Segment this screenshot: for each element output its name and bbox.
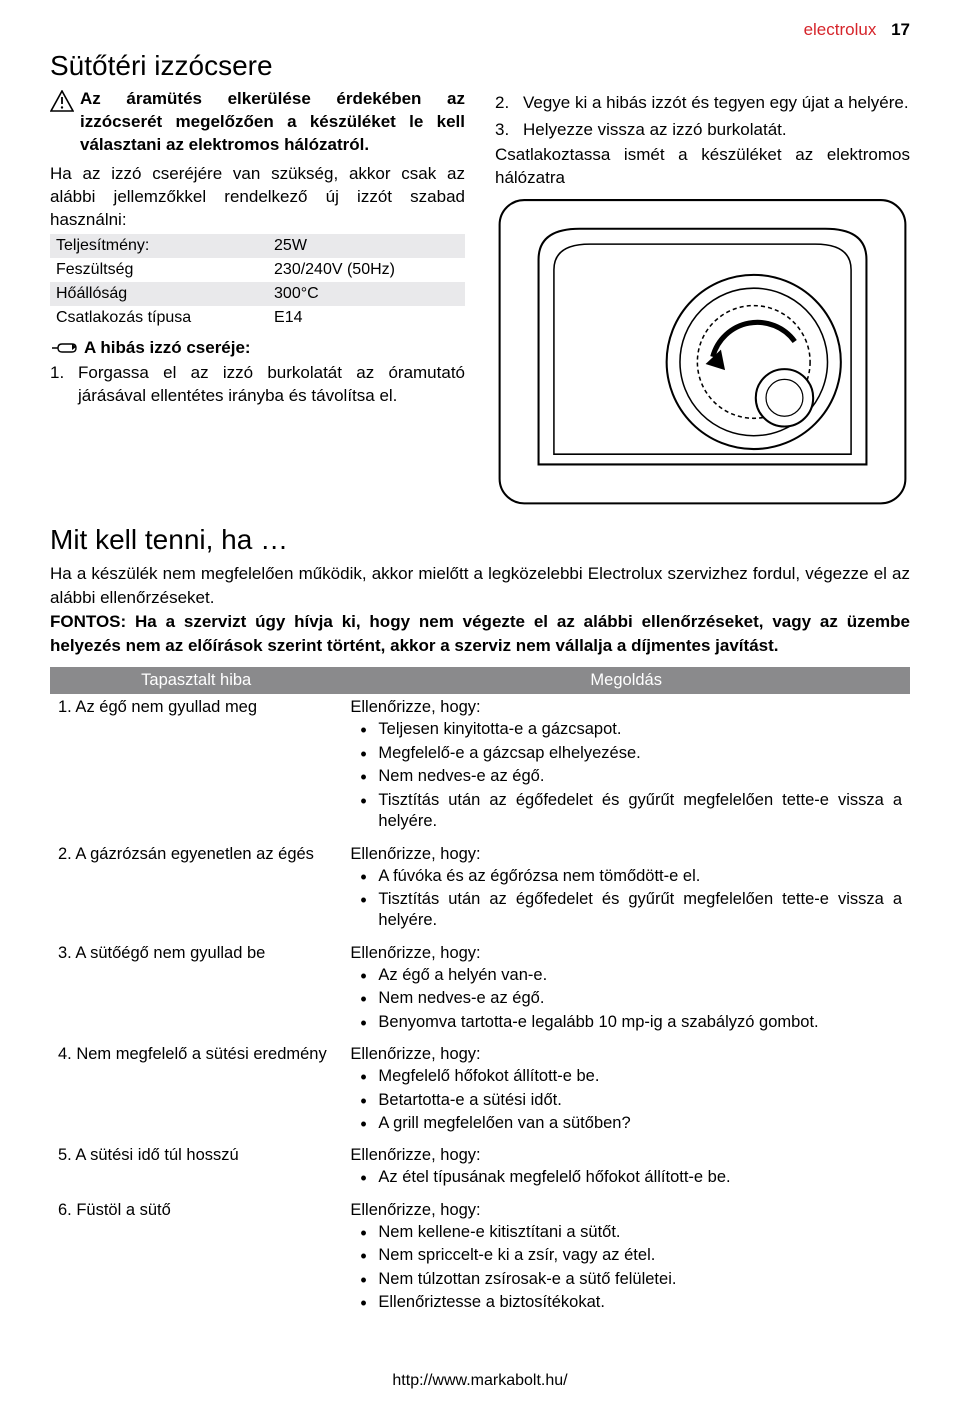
- warning-text: Az áramütés elkerülése érdekében az izzó…: [80, 88, 465, 157]
- list-item: Benyomva tartotta-e legalább 10 mp-ig a …: [378, 1012, 902, 1033]
- intro-text: Ha az izzó cseréjére van szükség, akkor …: [50, 163, 465, 232]
- table-row: Hőállóság 300°C: [50, 282, 465, 306]
- subheading-text: A hibás izzó cseréje:: [84, 338, 251, 358]
- solution-list: Az égő a helyén van-e.Nem nedves-e az ég…: [350, 965, 902, 1033]
- table-row: Teljesítmény: 25W: [50, 234, 465, 258]
- list-item: Nem nedves-e az égő.: [378, 988, 902, 1009]
- spec-value: 25W: [268, 234, 465, 258]
- solution-cell: Ellenőrizze, hogy: Megfelelő hőfokot állí…: [342, 1041, 910, 1142]
- issue-cell: 3. A sütőégő nem gyullad be: [50, 940, 342, 1041]
- list-item: Nem spriccelt-e ki a zsír, vagy az étel.: [378, 1245, 902, 1266]
- table-header-row: Tapasztalt hiba Megoldás: [50, 667, 910, 694]
- solution-list: Az étel típusának megfelelő hőfokot állí…: [350, 1167, 902, 1188]
- spec-label: Hőállóság: [50, 282, 268, 306]
- spec-label: Csatlakozás típusa: [50, 306, 268, 330]
- warning-block: Az áramütés elkerülése érdekében az izzó…: [50, 88, 465, 157]
- subheading-row: A hibás izzó cseréje:: [50, 338, 465, 358]
- solution-cell: Ellenőrizze, hogy: A fúvóka és az égőrózs…: [342, 841, 910, 940]
- list-item: Nem túlzottan zsírosak-e a sütő felülete…: [378, 1269, 902, 1290]
- list-item: Betartotta-e a sütési időt.: [378, 1090, 902, 1111]
- issue-cell: 2. A gázrózsán egyenetlen az égés: [50, 841, 342, 940]
- step-text: Vegye ki a hibás izzót és tegyen egy úja…: [523, 92, 910, 115]
- page-number: 17: [891, 20, 910, 39]
- solution-lead: Ellenőrizze, hogy:: [350, 944, 902, 963]
- col-header-solution: Megoldás: [342, 667, 910, 694]
- solution-list: A fúvóka és az égőrózsa nem tömődött-e e…: [350, 866, 902, 932]
- section-title-bulb: Sütőtéri izzócsere: [50, 50, 910, 82]
- warning-triangle-icon: [50, 90, 74, 112]
- oven-bulb-diagram: [495, 198, 910, 510]
- list-item: Megfelelő hőfokot állított-e be.: [378, 1066, 902, 1087]
- spec-value: 230/240V (50Hz): [268, 258, 465, 282]
- list-item: A fúvóka és az égőrózsa nem tömődött-e e…: [378, 866, 902, 887]
- step-number: 2.: [495, 92, 515, 115]
- col-header-issue: Tapasztalt hiba: [50, 667, 342, 694]
- list-item: Nem nedves-e az égő.: [378, 766, 902, 787]
- solution-cell: Ellenőrizze, hogy: Az étel típusának megf…: [342, 1142, 910, 1196]
- table-row: 1. Az égő nem gyullad megEllenőrizze, ho…: [50, 694, 910, 840]
- table-row: 6. Füstöl a sütő Ellenőrizze, hogy: Nem ke…: [50, 1197, 910, 1322]
- solution-list: Teljesen kinyitotta-e a gázcsapot. Megfel…: [350, 719, 902, 832]
- left-column: Az áramütés elkerülése érdekében az izzó…: [50, 88, 465, 510]
- list-item: Teljesen kinyitotta-e a gázcsapot.: [378, 719, 902, 740]
- table-row: Csatlakozás típusa E14: [50, 306, 465, 330]
- pointing-hand-icon: [50, 338, 78, 358]
- solution-lead: Ellenőrizze, hogy:: [350, 1146, 902, 1165]
- step-3: 3. Helyezze vissza az izzó burkolatát.: [495, 119, 910, 142]
- list-item: Tisztítás után az égőfedelet és gyűrűt m…: [378, 889, 902, 932]
- list-item: Az égő a helyén van-e.: [378, 965, 902, 986]
- list-item: Az étel típusának megfelelő hőfokot állí…: [378, 1167, 902, 1188]
- solution-cell: Ellenőrizze, hogy: Az égő a helyén van-e.…: [342, 940, 910, 1041]
- list-item: A grill megfelelően van a sütőben?: [378, 1113, 902, 1134]
- table-row: 3. A sütőégő nem gyullad beEllenőrizze, …: [50, 940, 910, 1041]
- right-column: 2. Vegye ki a hibás izzót és tegyen egy …: [495, 88, 910, 510]
- issue-cell: 5. A sütési idő túl hosszú: [50, 1142, 342, 1196]
- solution-list: Nem kellene-e kitisztítani a sütőt.Nem s…: [350, 1222, 902, 1314]
- step-text: Forgassa el az izzó burkolatát az óramut…: [78, 362, 465, 408]
- page-header: electrolux 17: [50, 20, 910, 40]
- table-row: 4. Nem megfelelő a sütési eredményEllenő…: [50, 1041, 910, 1142]
- solution-cell: Ellenőrizze, hogy: Nem kellene-e kitisztí…: [342, 1197, 910, 1322]
- spec-value: E14: [268, 306, 465, 330]
- step-number: 3.: [495, 119, 515, 142]
- specs-table: Teljesítmény: 25W Feszültség 230/240V (5…: [50, 234, 465, 330]
- spec-label: Teljesítmény:: [50, 234, 268, 258]
- two-column-layout: Az áramütés elkerülése érdekében az izzó…: [50, 88, 910, 510]
- troubleshoot-important: FONTOS: Ha a szervizt úgy hívja ki, hogy…: [50, 610, 910, 658]
- table-row: 2. A gázrózsán egyenetlen az égésEllenőr…: [50, 841, 910, 940]
- step-2: 2. Vegye ki a hibás izzót és tegyen egy …: [495, 92, 910, 115]
- list-item: Nem kellene-e kitisztítani a sütőt.: [378, 1222, 902, 1243]
- table-row: 5. A sütési idő túl hosszúEllenőrizze, h…: [50, 1142, 910, 1196]
- footer-url: http://www.markabolt.hu/: [0, 1372, 960, 1390]
- brand-name: electrolux: [804, 20, 877, 39]
- solution-lead: Ellenőrizze, hogy:: [350, 1045, 902, 1064]
- solution-list: Megfelelő hőfokot állított-e be. Betartot…: [350, 1066, 902, 1134]
- spec-label: Feszültség: [50, 258, 268, 282]
- step-1: 1. Forgassa el az izzó burkolatát az óra…: [50, 362, 465, 408]
- list-item: Tisztítás után az égőfedelet és gyűrűt m…: [378, 790, 902, 833]
- list-item: Ellenőriztesse a biztosítékokat.: [378, 1292, 902, 1313]
- page-container: electrolux 17 Sütőtéri izzócsere Az áram…: [0, 0, 960, 1406]
- step-number: 1.: [50, 362, 70, 408]
- step-text: Helyezze vissza az izzó burkolatát.: [523, 119, 910, 142]
- section-title-troubleshoot: Mit kell tenni, ha …: [50, 524, 910, 556]
- solution-cell: Ellenőrizze, hogy: Teljesen kinyitotta-e …: [342, 694, 910, 840]
- table-row: Feszültség 230/240V (50Hz): [50, 258, 465, 282]
- solution-lead: Ellenőrizze, hogy:: [350, 1201, 902, 1220]
- solution-lead: Ellenőrizze, hogy:: [350, 698, 902, 717]
- issue-cell: 6. Füstöl a sütő: [50, 1197, 342, 1322]
- spec-value: 300°C: [268, 282, 465, 306]
- troubleshoot-table: Tapasztalt hiba Megoldás 1. Az égő nem g…: [50, 667, 910, 1321]
- issue-cell: 4. Nem megfelelő a sütési eredmény: [50, 1041, 342, 1142]
- list-item: Megfelelő-e a gázcsap elhelyezése.: [378, 743, 902, 764]
- issue-cell: 1. Az égő nem gyullad meg: [50, 694, 342, 840]
- troubleshoot-intro: Ha a készülék nem megfelelően működik, a…: [50, 562, 910, 610]
- after-steps-text: Csatlakoztassa ismét a készüléket az ele…: [495, 144, 910, 190]
- solution-lead: Ellenőrizze, hogy:: [350, 845, 902, 864]
